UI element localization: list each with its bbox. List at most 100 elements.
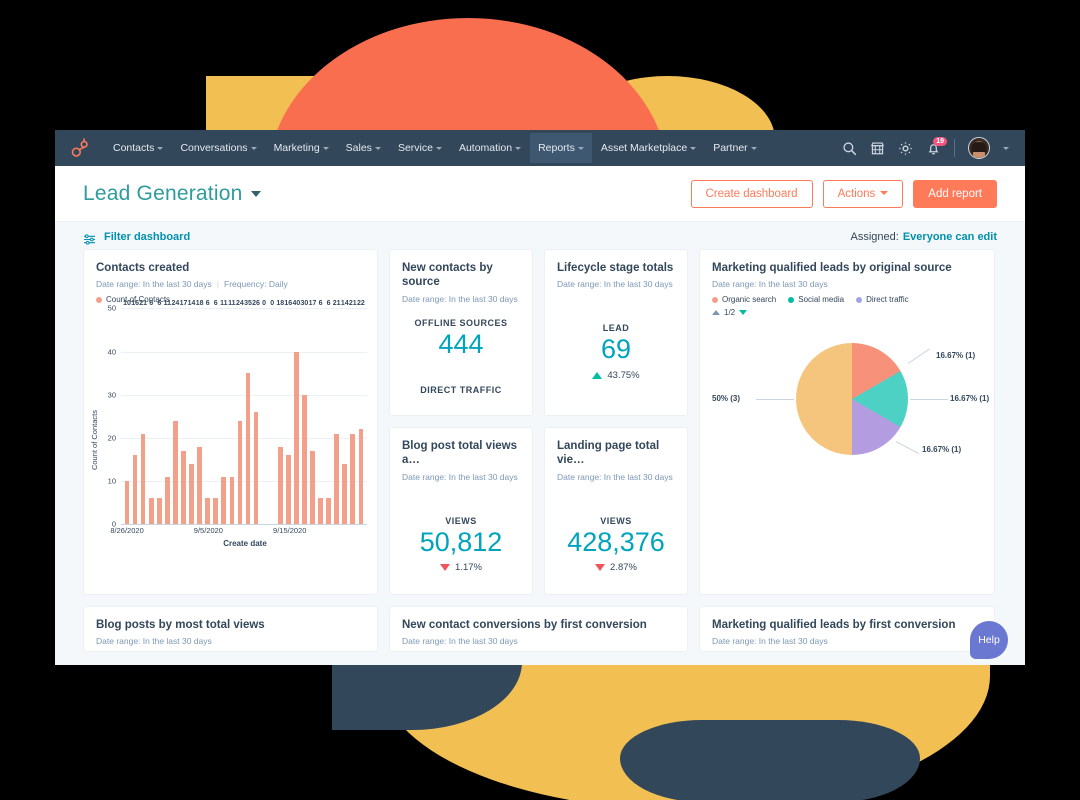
dashboard-header: Lead Generation Create dashboard Actions… xyxy=(55,166,1025,222)
bar-column[interactable]: 0 xyxy=(268,300,276,524)
bar-column[interactable]: 21 xyxy=(333,300,341,525)
bar[interactable]: 26 xyxy=(252,300,260,525)
card-blog-posts-by-most-total-views[interactable]: Blog posts by most total views Date rang… xyxy=(83,606,378,652)
card-landing-page-total-views[interactable]: Landing page total vie… Date range: In t… xyxy=(544,427,688,595)
account-chevron-down-icon[interactable] xyxy=(1003,146,1009,150)
add-report-button[interactable]: Add report xyxy=(913,179,997,208)
bar[interactable]: 6 xyxy=(326,300,331,525)
create-dashboard-button[interactable]: Create dashboard xyxy=(690,179,813,208)
nav-item-conversations[interactable]: Conversations xyxy=(172,133,264,163)
bar-column[interactable]: 16 xyxy=(284,300,292,525)
bar-column[interactable]: 11 xyxy=(163,300,171,525)
search-icon[interactable] xyxy=(842,141,857,156)
bar-column[interactable]: 17 xyxy=(308,300,316,525)
legend-item[interactable]: Direct traffic xyxy=(856,295,909,304)
assigned-value-link[interactable]: Everyone can edit xyxy=(902,231,997,243)
notifications-bell-icon[interactable]: 19 xyxy=(926,136,947,156)
bar-column[interactable]: 30 xyxy=(300,300,308,525)
bar[interactable]: 24 xyxy=(236,300,244,525)
bar[interactable]: 40 xyxy=(292,300,300,525)
bar[interactable]: 11 xyxy=(220,300,227,525)
bar[interactable]: 30 xyxy=(301,300,308,525)
bar[interactable]: 6 xyxy=(148,300,154,525)
legend-item[interactable]: Count of Contacts xyxy=(96,295,170,304)
bar[interactable]: 14 xyxy=(188,300,195,525)
bar[interactable]: 21 xyxy=(139,300,147,525)
bar-column[interactable]: 18 xyxy=(276,300,284,525)
nav-item-contacts[interactable]: Contacts xyxy=(105,133,171,163)
bar-column[interactable]: 11 xyxy=(228,300,236,525)
bar[interactable]: 6 xyxy=(213,300,219,525)
actions-dropdown-button[interactable]: Actions xyxy=(822,179,904,208)
bar[interactable]: 21 xyxy=(349,300,357,525)
bar[interactable]: 14 xyxy=(341,300,349,525)
bar[interactable]: 10 xyxy=(123,300,131,525)
bar-column[interactable]: 6 xyxy=(317,300,325,525)
bar[interactable]: 6 xyxy=(156,300,162,525)
bar-column[interactable]: 40 xyxy=(292,300,300,525)
bar[interactable]: 35 xyxy=(244,300,252,525)
filter-dashboard-button[interactable]: Filter dashboard xyxy=(83,231,190,245)
bar-column[interactable]: 11 xyxy=(220,300,228,525)
bar-column[interactable]: 0 xyxy=(260,300,268,524)
bar[interactable]: 6 xyxy=(205,300,210,525)
nav-item-automation[interactable]: Automation xyxy=(451,133,529,163)
bar-column[interactable]: 10 xyxy=(123,300,131,525)
card-lifecycle-stage-totals[interactable]: Lifecycle stage totals Date range: In th… xyxy=(544,249,688,416)
bar-column[interactable]: 22 xyxy=(357,300,365,525)
marketplace-icon[interactable] xyxy=(870,141,885,156)
nav-item-asset-marketplace[interactable]: Asset Marketplace xyxy=(593,133,704,163)
bar[interactable]: 24 xyxy=(172,300,179,525)
legend-item[interactable]: Social media xyxy=(788,295,844,304)
bar-column[interactable]: 24 xyxy=(236,300,244,525)
avatar[interactable] xyxy=(968,137,990,159)
nav-item-reports[interactable]: Reports xyxy=(530,133,592,163)
card-mql-by-first-conversion[interactable]: Marketing qualified leads by first conve… xyxy=(699,606,995,652)
bar-column[interactable]: 6 xyxy=(155,300,163,525)
bar[interactable]: 17 xyxy=(309,300,316,525)
bar[interactable]: 11 xyxy=(228,300,236,525)
pie-graphic[interactable] xyxy=(796,343,908,456)
bar-column[interactable]: 18 xyxy=(196,300,204,525)
bar-column[interactable]: 17 xyxy=(179,300,187,525)
card-mql-by-original-source[interactable]: Marketing qualified leads by original so… xyxy=(699,249,995,595)
card-new-contact-conversions[interactable]: New contact conversions by first convers… xyxy=(389,606,688,652)
nav-item-service[interactable]: Service xyxy=(390,133,450,163)
bar-column[interactable]: 6 xyxy=(147,300,155,525)
bar[interactable]: 16 xyxy=(284,300,292,525)
bar-column[interactable]: 6 xyxy=(325,300,333,525)
bar[interactable]: 22 xyxy=(357,300,365,525)
nav-item-sales[interactable]: Sales xyxy=(338,133,389,163)
bar-value-label: 0 xyxy=(270,300,275,308)
bar[interactable]: 16 xyxy=(131,300,139,525)
settings-gear-icon[interactable] xyxy=(898,141,913,156)
pager-up-icon[interactable] xyxy=(712,310,720,316)
bar[interactable]: 18 xyxy=(276,300,284,525)
bar-column[interactable]: 6 xyxy=(204,300,212,525)
hubspot-sprocket-logo[interactable] xyxy=(69,137,91,159)
card-blog-post-total-views[interactable]: Blog post total views a… Date range: In … xyxy=(389,427,533,595)
bar-column[interactable]: 6 xyxy=(212,300,220,525)
bar-column[interactable]: 14 xyxy=(188,300,196,525)
bar-column[interactable]: 14 xyxy=(341,300,349,525)
help-button[interactable]: Help xyxy=(970,621,1008,659)
bar-column[interactable]: 26 xyxy=(252,300,260,525)
nav-item-partner[interactable]: Partner xyxy=(705,133,764,163)
bar-column[interactable]: 21 xyxy=(139,300,147,525)
chevron-down-icon xyxy=(250,146,257,150)
nav-item-marketing[interactable]: Marketing xyxy=(266,133,337,163)
bar-column[interactable]: 21 xyxy=(349,300,357,525)
bar-column[interactable]: 24 xyxy=(171,300,179,525)
bar-column[interactable]: 16 xyxy=(131,300,139,525)
dashboard-selector[interactable]: Lead Generation xyxy=(83,182,262,206)
card-new-contacts-by-source[interactable]: New contacts by source Date range: In th… xyxy=(389,249,533,416)
card-contacts-created[interactable]: Contacts created Date range: In the last… xyxy=(83,249,378,595)
bar[interactable]: 21 xyxy=(333,300,341,525)
bar-column[interactable]: 35 xyxy=(244,300,252,525)
bar[interactable]: 11 xyxy=(164,300,171,525)
bar[interactable]: 17 xyxy=(180,300,187,525)
bar[interactable]: 6 xyxy=(318,300,323,525)
legend-item[interactable]: Organic search xyxy=(712,295,776,304)
bar[interactable]: 18 xyxy=(196,300,203,525)
pager-down-icon[interactable] xyxy=(739,310,748,316)
